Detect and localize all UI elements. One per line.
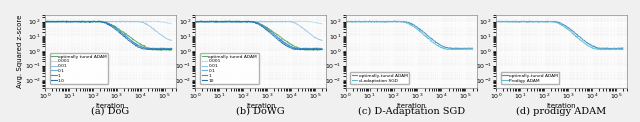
Legend: optimally tuned ADAM, 0.001, 0.01, 0.1, 1, 1.0: optimally tuned ADAM, 0.001, 0.01, 0.1, … [50, 53, 108, 84]
X-axis label: Iteration: Iteration [547, 103, 577, 109]
Text: (d) prodigy ADAM: (d) prodigy ADAM [516, 107, 607, 116]
Text: (b) DoWG: (b) DoWG [237, 107, 285, 116]
Y-axis label: Avg. Squared z-score: Avg. Squared z-score [17, 15, 23, 88]
Legend: optimally tuned ADAM, 0.001, 0.01, 0.1, 1, 10: optimally tuned ADAM, 0.001, 0.01, 0.1, … [200, 53, 259, 84]
X-axis label: Iteration: Iteration [246, 103, 276, 109]
Legend: optimally-tuned ADAM, Prodigy ADAM: optimally-tuned ADAM, Prodigy ADAM [501, 72, 559, 84]
Text: (a) DoG: (a) DoG [92, 107, 129, 116]
Text: (c) D-Adaptation SGD: (c) D-Adaptation SGD [358, 107, 465, 116]
X-axis label: Iteration: Iteration [396, 103, 426, 109]
X-axis label: Iteration: Iteration [95, 103, 125, 109]
Legend: optimally-tuned ADAM, d-adaptation SGD: optimally-tuned ADAM, d-adaptation SGD [351, 72, 409, 84]
